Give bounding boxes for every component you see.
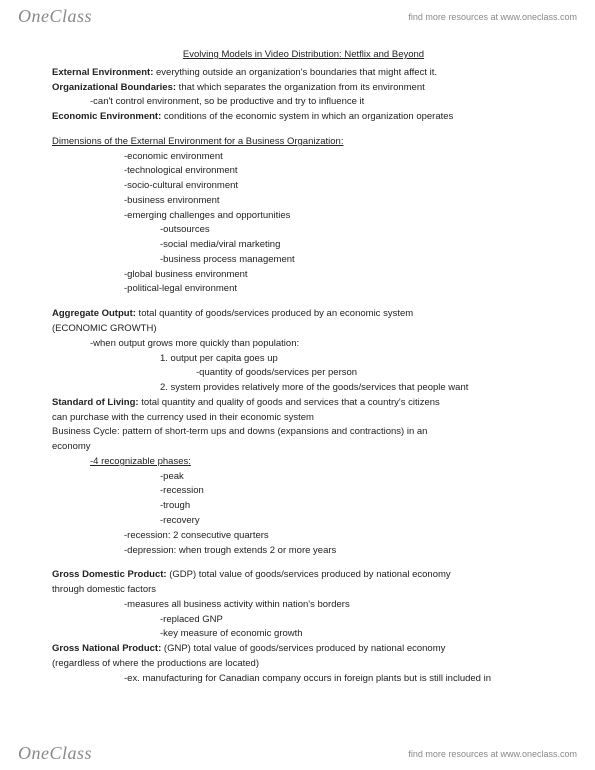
line-text: can purchase with the currency used in t… <box>52 412 314 423</box>
doc-line: economy <box>52 440 555 454</box>
doc-line: -4 recognizable phases: <box>52 455 555 469</box>
doc-line: -business environment <box>52 194 555 208</box>
doc-line: Gross National Product: (GNP) total valu… <box>52 642 555 656</box>
doc-line: -outsources <box>52 223 555 237</box>
line-text: -peak <box>160 471 184 482</box>
line-text: Dimensions of the External Environment f… <box>52 136 343 147</box>
line-text: -quantity of goods/services per person <box>196 367 357 378</box>
line-text: -socio-cultural environment <box>124 180 238 191</box>
doc-line: -recession <box>52 484 555 498</box>
term-label: Gross Domestic Product: <box>52 569 167 580</box>
line-text: (GDP) total value of goods/services prod… <box>167 569 451 580</box>
doc-line: Dimensions of the External Environment f… <box>52 135 555 149</box>
term-label: Aggregate Output: <box>52 308 136 319</box>
doc-line: -political-legal environment <box>52 282 555 296</box>
term-label: Standard of Living: <box>52 397 139 408</box>
doc-line: -recession: 2 consecutive quarters <box>52 529 555 543</box>
line-text: conditions of the economic system in whi… <box>161 111 453 122</box>
line-text: -when output grows more quickly than pop… <box>90 338 299 349</box>
line-text: -trough <box>160 500 190 511</box>
doc-line: -social media/viral marketing <box>52 238 555 252</box>
line-text: total quantity of goods/services produce… <box>136 308 413 319</box>
line-text: -economic environment <box>124 151 223 162</box>
doc-line: Aggregate Output: total quantity of good… <box>52 307 555 321</box>
doc-line: -measures all business activity within n… <box>52 598 555 612</box>
doc-line: -when output grows more quickly than pop… <box>52 337 555 351</box>
doc-line: can purchase with the currency used in t… <box>52 411 555 425</box>
doc-line: -can't control environment, so be produc… <box>52 95 555 109</box>
doc-line <box>52 558 555 568</box>
doc-line: -depression: when trough extends 2 or mo… <box>52 544 555 558</box>
term-label: Economic Environment: <box>52 111 161 122</box>
line-text: -key measure of economic growth <box>160 628 303 639</box>
document-body: Evolving Models in Video Distribution: N… <box>52 48 555 686</box>
line-text: -business environment <box>124 195 220 206</box>
term-label: External Environment: <box>52 67 153 78</box>
line-text: -social media/viral marketing <box>160 239 280 250</box>
doc-line: -recovery <box>52 514 555 528</box>
doc-line <box>52 125 555 135</box>
line-text: (GNP) total value of goods/services prod… <box>161 643 445 654</box>
doc-line: 2. system provides relatively more of th… <box>52 381 555 395</box>
line-text: -ex. manufacturing for Canadian company … <box>124 673 491 684</box>
doc-line: External Environment: everything outside… <box>52 66 555 80</box>
line-text: -outsources <box>160 224 210 235</box>
doc-line: Business Cycle: pattern of short-term up… <box>52 425 555 439</box>
doc-line: Organizational Boundaries: that which se… <box>52 81 555 95</box>
doc-lines: External Environment: everything outside… <box>52 66 555 686</box>
doc-line: -quantity of goods/services per person <box>52 366 555 380</box>
line-text: economy <box>52 441 91 452</box>
doc-line: -emerging challenges and opportunities <box>52 209 555 223</box>
line-text: that which separates the organization fr… <box>176 82 425 93</box>
page-header: OneClass find more resources at www.onec… <box>0 0 595 33</box>
doc-line: -economic environment <box>52 150 555 164</box>
line-text: Business Cycle: pattern of short-term up… <box>52 426 427 437</box>
doc-line: -ex. manufacturing for Canadian company … <box>52 672 555 686</box>
line-text: -recession: 2 consecutive quarters <box>124 530 269 541</box>
doc-line: -key measure of economic growth <box>52 627 555 641</box>
doc-line: -peak <box>52 470 555 484</box>
doc-line <box>52 297 555 307</box>
line-text: -recovery <box>160 515 200 526</box>
doc-title: Evolving Models in Video Distribution: N… <box>52 48 555 62</box>
line-text: 2. system provides relatively more of th… <box>160 382 468 393</box>
doc-line: Economic Environment: conditions of the … <box>52 110 555 124</box>
page-footer: OneClass find more resources at www.onec… <box>0 737 595 770</box>
term-label: Organizational Boundaries: <box>52 82 176 93</box>
line-text: -measures all business activity within n… <box>124 599 350 610</box>
brand-logo-footer: OneClass <box>18 743 92 764</box>
line-text: through domestic factors <box>52 584 156 595</box>
doc-line: 1. output per capita goes up <box>52 352 555 366</box>
doc-line: -trough <box>52 499 555 513</box>
line-text: -can't control environment, so be produc… <box>90 96 364 107</box>
brand-logo: OneClass <box>18 6 92 27</box>
line-text: total quantity and quality of goods and … <box>139 397 440 408</box>
doc-line: Standard of Living: total quantity and q… <box>52 396 555 410</box>
term-label: Gross National Product: <box>52 643 161 654</box>
line-text: -business process management <box>160 254 295 265</box>
doc-line: -socio-cultural environment <box>52 179 555 193</box>
doc-line: -replaced GNP <box>52 613 555 627</box>
line-text: -recession <box>160 485 204 496</box>
doc-line: -global business environment <box>52 268 555 282</box>
line-text: 1. output per capita goes up <box>160 353 278 364</box>
doc-line: Gross Domestic Product: (GDP) total valu… <box>52 568 555 582</box>
line-text: (regardless of where the productions are… <box>52 658 259 669</box>
doc-line: through domestic factors <box>52 583 555 597</box>
line-text: -replaced GNP <box>160 614 223 625</box>
header-tagline: find more resources at www.oneclass.com <box>408 12 577 22</box>
doc-line: -technological environment <box>52 164 555 178</box>
line-text: everything outside an organization's bou… <box>153 67 437 78</box>
line-text: -global business environment <box>124 269 248 280</box>
line-text: -4 recognizable phases: <box>90 456 191 467</box>
line-text: -emerging challenges and opportunities <box>124 210 290 221</box>
doc-line: (ECONOMIC GROWTH) <box>52 322 555 336</box>
line-text: -technological environment <box>124 165 238 176</box>
line-text: -political-legal environment <box>124 283 237 294</box>
doc-line: -business process management <box>52 253 555 267</box>
line-text: -depression: when trough extends 2 or mo… <box>124 545 336 556</box>
doc-line: (regardless of where the productions are… <box>52 657 555 671</box>
line-text: (ECONOMIC GROWTH) <box>52 323 157 334</box>
footer-tagline: find more resources at www.oneclass.com <box>408 749 577 759</box>
